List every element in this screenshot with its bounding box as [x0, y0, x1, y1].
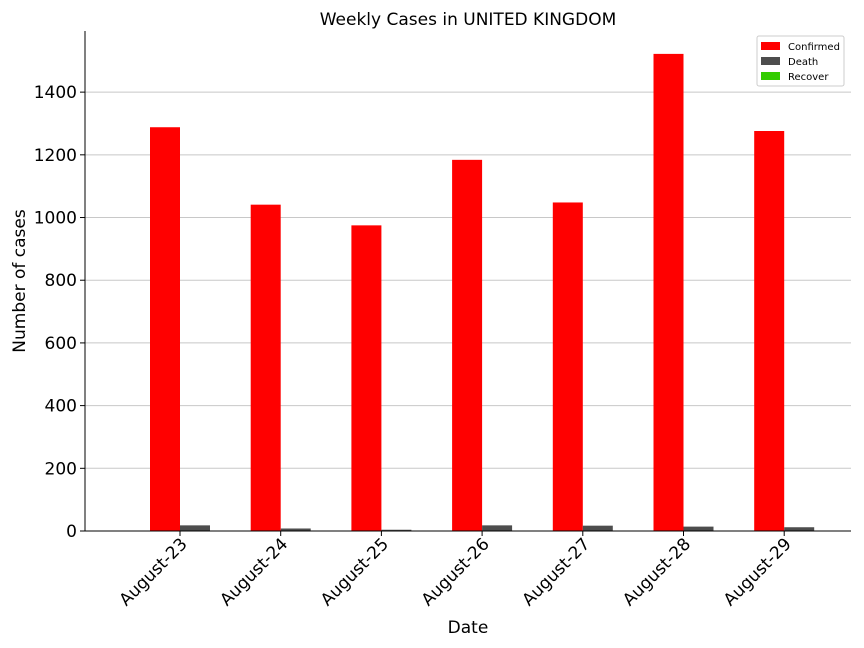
bar-death-august-27 — [582, 525, 613, 531]
y-tick-label: 400 — [45, 397, 77, 417]
legend-label-recover: Recover — [788, 72, 829, 83]
bars — [150, 53, 815, 532]
y-ticks: 0 200 400 600 800 1000 1200 1400 — [34, 83, 85, 542]
axes — [84, 31, 851, 532]
bar-confirmed-august-25 — [351, 225, 382, 531]
x-tick-label: August-25 — [317, 534, 393, 610]
legend-label-death: Death — [788, 57, 818, 68]
legend-swatch-recover — [761, 72, 780, 80]
y-tick-label: 1400 — [34, 83, 77, 103]
chart-title: Weekly Cases in UNITED KINGDOM — [320, 10, 617, 30]
bar-death-august-28 — [683, 526, 714, 531]
y-tick-label: 600 — [45, 334, 77, 354]
legend-swatch-death — [761, 57, 780, 65]
y-tick-label: 0 — [66, 522, 77, 542]
bar-confirmed-august-29 — [754, 131, 785, 531]
x-tick-label: August-24 — [216, 534, 292, 610]
legend-label-confirmed: Confirmed — [788, 42, 840, 53]
bar-confirmed-august-24 — [250, 204, 281, 531]
x-tick-label: August-28 — [619, 534, 695, 610]
y-tick-label: 1000 — [34, 209, 77, 229]
bar-death-august-26 — [482, 525, 513, 531]
bar-death-august-23 — [180, 525, 210, 531]
y-tick-label: 1200 — [34, 146, 77, 166]
legend-swatch-confirmed — [761, 42, 780, 50]
x-axis-title: Date — [448, 618, 489, 638]
bar-confirmed-august-28 — [653, 53, 684, 532]
bar-death-august-25 — [381, 529, 412, 531]
bar-confirmed-august-23 — [150, 127, 180, 531]
bar-death-august-24 — [280, 528, 311, 531]
x-tick-label: August-29 — [720, 534, 796, 610]
bar-confirmed-august-27 — [552, 202, 583, 531]
bar-death-august-29 — [784, 527, 815, 531]
bar-confirmed-august-26 — [452, 159, 483, 531]
y-tick-label: 800 — [45, 271, 77, 291]
x-tick-label: August-27 — [518, 534, 594, 610]
y-axis-title: Number of cases — [10, 209, 30, 353]
x-tick-label: August-26 — [418, 534, 494, 610]
x-tick-label: August-23 — [116, 534, 192, 610]
y-tick-label: 200 — [45, 459, 77, 479]
legend: Confirmed Death Recover — [756, 35, 845, 87]
x-ticks: August-23 August-24 August-25 August-26 Augu… — [116, 531, 796, 610]
